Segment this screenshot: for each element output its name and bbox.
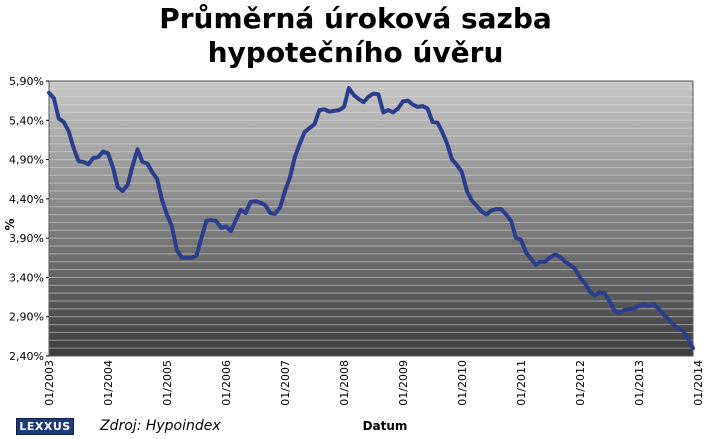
x-tick-label: 01/2008	[338, 360, 351, 406]
y-tick-label: 2,40%	[9, 350, 44, 363]
grid-lines	[49, 88, 693, 349]
plot-area	[48, 80, 694, 357]
y-tick-label: 3,40%	[9, 271, 44, 284]
x-tick-label: 01/2007	[279, 360, 292, 406]
x-tick-label: 01/2014	[692, 360, 705, 406]
source-note: Zdroj: Hypoindex	[100, 418, 221, 434]
y-tick-label: 5,40%	[9, 114, 44, 127]
series-line	[47, 86, 695, 351]
x-tick-label: 01/2004	[102, 360, 115, 406]
y-axis-title: %	[3, 218, 17, 230]
x-tick-label: 01/2005	[161, 360, 174, 406]
x-tick-label: 01/2003	[43, 360, 56, 406]
chart-title: Průměrná úroková sazba hypotečního úvěru	[0, 2, 711, 70]
x-tick-label: 01/2011	[515, 360, 528, 406]
x-tick-label: 01/2006	[220, 360, 233, 406]
y-tick-label: 4,90%	[9, 154, 44, 167]
y-tick-label: 4,40%	[9, 193, 44, 206]
y-tick-label: 3,90%	[9, 232, 44, 245]
chart-title-line1: Průměrná úroková sazba	[159, 2, 552, 35]
lexxus-logo: LEXXUS	[16, 418, 74, 435]
x-axis-title: Datum	[363, 419, 408, 433]
x-tick-label: 01/2010	[456, 360, 469, 406]
x-tick-label: 01/2013	[633, 360, 646, 406]
x-axis-ticks: 01/2003 01/2004 01/2005 01/2006 01/2007 01/20…	[43, 360, 705, 406]
y-axis-ticks: 2,40% 2,90% 3,40% 3,90% 4,40% 4,90% 5,40% 5,90%	[9, 75, 49, 363]
y-tick-label: 2,90%	[9, 311, 44, 324]
chart-title-line2: hypotečního úvěru	[207, 36, 504, 69]
x-tick-label: 01/2012	[574, 360, 587, 406]
y-tick-label: 5,90%	[9, 75, 44, 88]
x-tick-label: 01/2009	[397, 360, 410, 406]
